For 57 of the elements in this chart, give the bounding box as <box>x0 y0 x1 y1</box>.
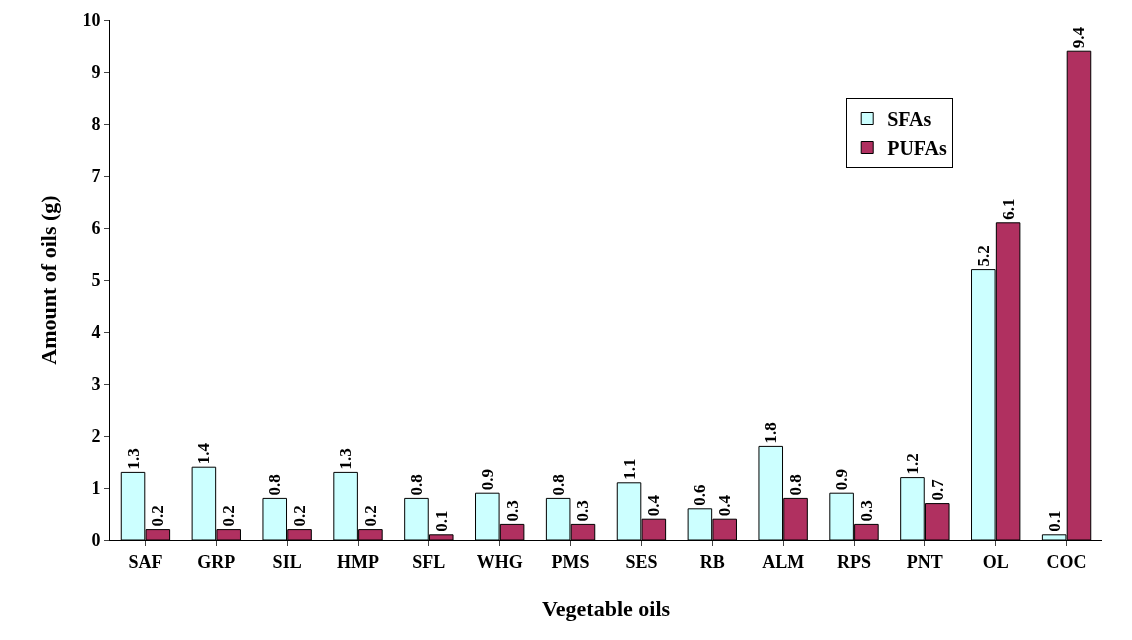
y-tick-label: 2 <box>91 426 101 447</box>
data-label: 0.6 <box>690 484 710 506</box>
data-label: 0.3 <box>502 500 522 522</box>
x-tick-label: RB <box>699 551 725 572</box>
x-tick-label: SFL <box>412 551 446 572</box>
y-tick-label: 3 <box>91 374 101 395</box>
x-tick-label: WHG <box>476 551 523 572</box>
data-label: 0.4 <box>715 494 735 517</box>
data-label: 9.4 <box>1069 26 1089 49</box>
data-label: 0.8 <box>265 474 285 496</box>
x-tick-label: SAF <box>128 551 163 572</box>
data-label: 0.4 <box>644 494 664 517</box>
y-tick-label: 10 <box>82 10 101 31</box>
data-label: 1.3 <box>336 448 356 470</box>
x-tick-label: OL <box>982 551 1009 572</box>
x-tick-label: PNT <box>906 551 943 572</box>
y-tick-label: 7 <box>91 166 101 187</box>
data-label: 5.2 <box>973 245 993 267</box>
y-tick-label: 0 <box>91 530 101 551</box>
x-tick-label: ALM <box>762 551 805 572</box>
data-label: 0.2 <box>360 505 380 527</box>
x-tick-label: RPS <box>836 551 872 572</box>
data-label: 1.3 <box>123 448 143 470</box>
data-label: 0.9 <box>832 468 852 491</box>
data-label: 0.8 <box>548 474 568 496</box>
legend-label: PUFAs <box>887 137 948 160</box>
data-label: 0.3 <box>856 500 876 522</box>
y-tick-label: 4 <box>91 322 101 343</box>
y-tick-label: 8 <box>91 114 101 135</box>
data-label: 0.1 <box>431 510 451 532</box>
x-tick-label: SIL <box>272 551 302 572</box>
data-label: 0.8 <box>406 474 426 496</box>
x-tick-label: PMS <box>551 551 590 572</box>
y-tick-label: 1 <box>91 478 101 499</box>
x-tick-label: COC <box>1046 551 1087 572</box>
data-label: 6.1 <box>998 198 1018 220</box>
data-label: 0.9 <box>477 468 497 491</box>
y-tick-label: 6 <box>91 218 101 239</box>
data-label: 1.8 <box>761 422 781 444</box>
legend-label: SFAs <box>887 108 932 131</box>
data-label: 0.2 <box>290 505 310 527</box>
data-label: 1.4 <box>194 442 214 465</box>
y-tick-label: 5 <box>91 270 101 291</box>
data-label: 0.3 <box>573 500 593 522</box>
data-label: 0.8 <box>786 474 806 496</box>
data-label: 1.1 <box>619 458 639 480</box>
data-label: 1.2 <box>902 453 922 475</box>
x-tick-label: GRP <box>197 551 236 572</box>
x-tick-label: SES <box>625 551 658 572</box>
data-label: 0.2 <box>219 505 239 527</box>
data-label: 0.7 <box>927 478 947 501</box>
y-tick-label: 9 <box>91 62 101 83</box>
x-tick-label: HMP <box>337 551 379 572</box>
data-label: 0.1 <box>1044 510 1064 532</box>
x-axis-title: Vegetable oils <box>541 596 671 621</box>
data-label: 0.2 <box>148 505 168 527</box>
y-axis-title: Amount of oils (g) <box>36 195 61 365</box>
